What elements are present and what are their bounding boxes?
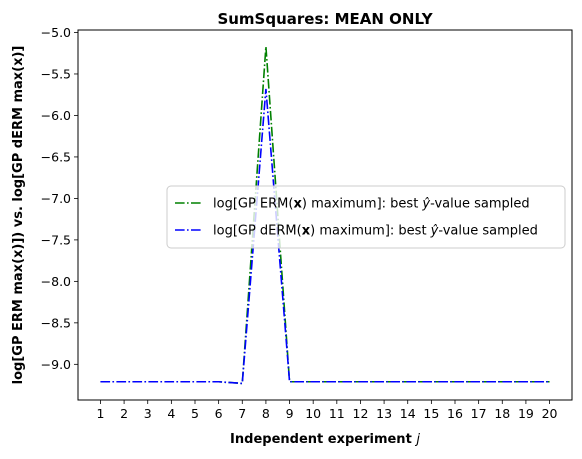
x-tick-label: 14 bbox=[400, 406, 416, 421]
x-tick-label: 8 bbox=[262, 406, 270, 421]
plot-frame bbox=[77, 29, 573, 401]
legend-label-2: log[GP dERM(x) maximum]: best ŷ-value sa… bbox=[213, 224, 538, 239]
series-line-2 bbox=[100, 88, 550, 385]
x-tick-label: 9 bbox=[286, 406, 294, 421]
y-tick-label: −7.5 bbox=[41, 232, 71, 247]
series-layer bbox=[100, 46, 550, 385]
x-tick-label: 18 bbox=[494, 406, 510, 421]
x-tick-label: 12 bbox=[353, 406, 369, 421]
x-tick-label: 7 bbox=[238, 406, 246, 421]
x-axis-title: Independent experiment j bbox=[230, 432, 420, 447]
x-tick-label: 5 bbox=[191, 406, 199, 421]
y-tick-label: −9.0 bbox=[41, 357, 71, 372]
x-axis-title-text: Independent experiment bbox=[230, 432, 416, 447]
x-tick-label: 13 bbox=[376, 406, 392, 421]
x-axis-title-var: j bbox=[414, 432, 420, 447]
y-tick-label: −5.0 bbox=[41, 25, 71, 40]
legend: log[GP ERM(x) maximum]: best ŷ-value sam… bbox=[166, 185, 566, 249]
x-tick-label: 1 bbox=[96, 406, 104, 421]
x-tick-label: 11 bbox=[329, 406, 345, 421]
x-tick-label: 17 bbox=[471, 406, 487, 421]
y-tick-label: −7.0 bbox=[41, 191, 71, 206]
y-tick-label: −6.0 bbox=[41, 108, 71, 123]
x-tick-label: 15 bbox=[423, 406, 439, 421]
x-tick-label: 16 bbox=[447, 406, 463, 421]
x-tick-label: 10 bbox=[305, 406, 321, 421]
legend-frame bbox=[166, 185, 566, 249]
y-tick-label: −8.0 bbox=[41, 274, 71, 289]
x-tick-label: 6 bbox=[215, 406, 223, 421]
y-tick-label: −5.5 bbox=[41, 66, 71, 81]
x-axis-ticks: 1 2 3 4 5 6 7 8 9 10 11 12 13 14 15 16 17 18 19 20 bbox=[96, 400, 558, 421]
y-axis-title: log[GP ERM max(x)]) vs. log[GP dERM max(… bbox=[11, 46, 26, 385]
x-tick-label: 20 bbox=[542, 406, 558, 421]
y-axis-ticks: −5.0 −5.5 −6.0 −6.5 −7.0 −7.5 −8.0 −8.5 −9.0 bbox=[41, 25, 78, 372]
chart-title: SumSquares: MEAN ONLY bbox=[217, 10, 433, 28]
legend-label-1: log[GP ERM(x) maximum]: best ŷ-value sam… bbox=[213, 197, 530, 212]
y-tick-label: −6.5 bbox=[41, 149, 71, 164]
y-tick-label: −8.5 bbox=[41, 315, 71, 330]
x-tick-label: 4 bbox=[167, 406, 175, 421]
x-tick-label: 3 bbox=[144, 406, 152, 421]
x-tick-label: 2 bbox=[120, 406, 128, 421]
x-tick-label: 19 bbox=[518, 406, 534, 421]
